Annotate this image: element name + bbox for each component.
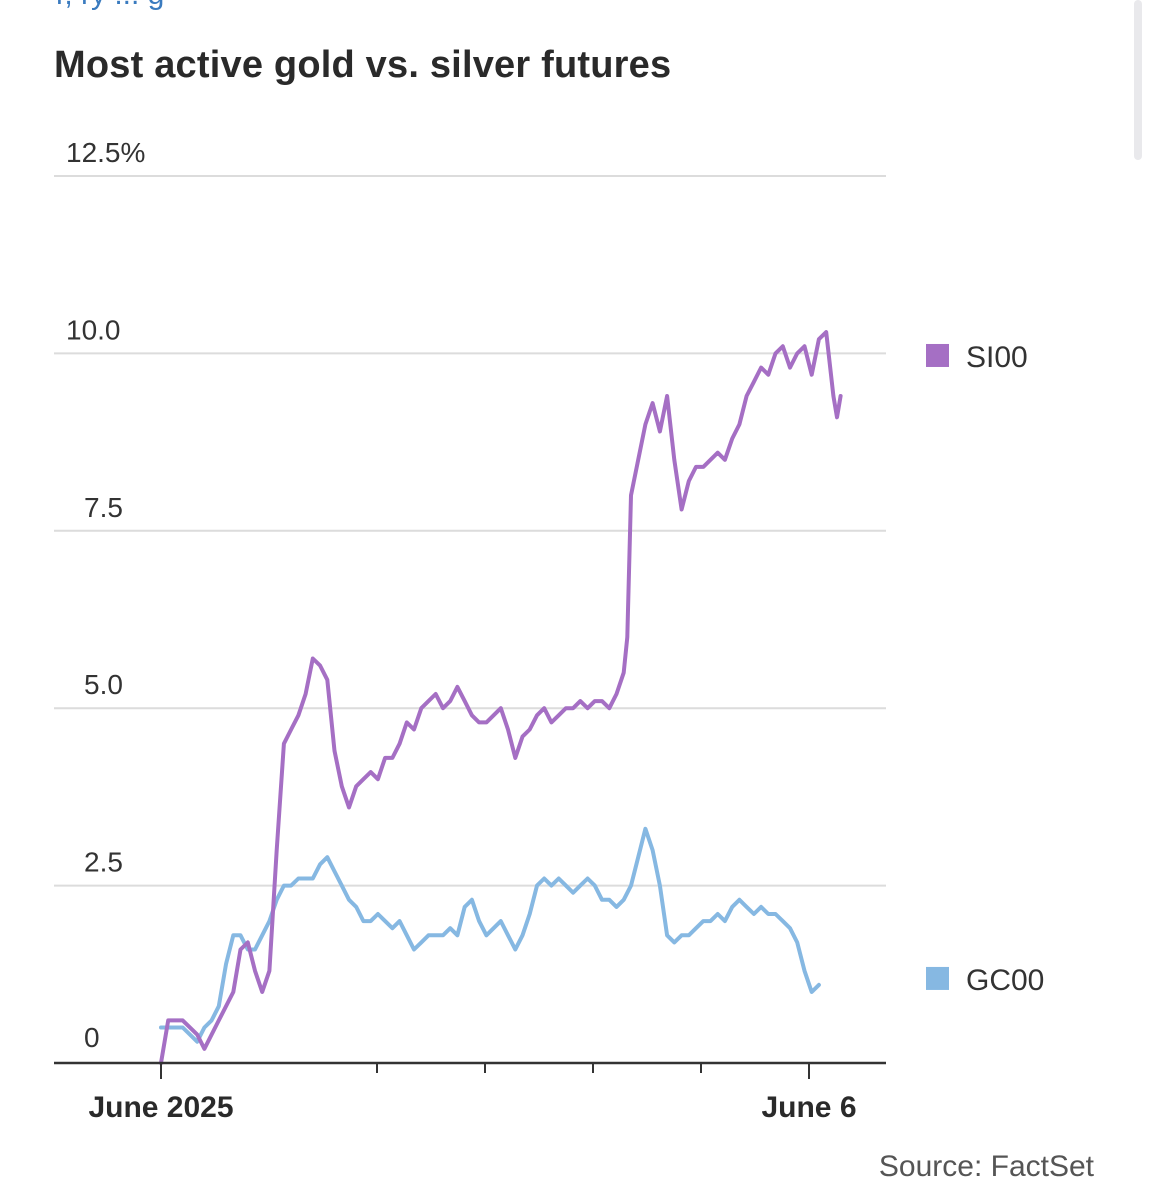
legend: SI00 GC00	[926, 341, 1044, 997]
y-axis-labels: 0 2.5 5.0 7.5 10.0 12.5%	[66, 137, 145, 1053]
y-tick-label: 7.5	[84, 492, 123, 523]
legend-swatch-gc00	[926, 966, 949, 990]
series-line-gc00	[159, 826, 821, 1044]
legend-label-si00: SI00	[966, 341, 1028, 374]
y-tick-label: 5.0	[84, 669, 123, 700]
gridlines	[54, 175, 886, 887]
x-tick-label: June 6	[761, 1091, 856, 1124]
y-tick-label: 12.5%	[66, 137, 145, 168]
source-note: Source: FactSet	[878, 1150, 1094, 1183]
y-tick-label: 2.5	[84, 847, 123, 878]
series-line-si00	[159, 330, 843, 1065]
chart-title: Most active gold vs. silver futures	[54, 44, 672, 86]
series-lines	[159, 330, 843, 1065]
y-tick-label: 0	[84, 1022, 100, 1053]
scrollbar[interactable]	[1134, 0, 1142, 160]
x-axis: June 2025 June 6	[54, 1061, 886, 1124]
x-tick-label: June 2025	[88, 1091, 233, 1124]
y-tick-label: 10.0	[66, 314, 121, 345]
header-link[interactable]: r, ry ... g	[56, 0, 164, 12]
legend-label-gc00: GC00	[966, 964, 1044, 997]
legend-swatch-si00	[926, 343, 949, 367]
